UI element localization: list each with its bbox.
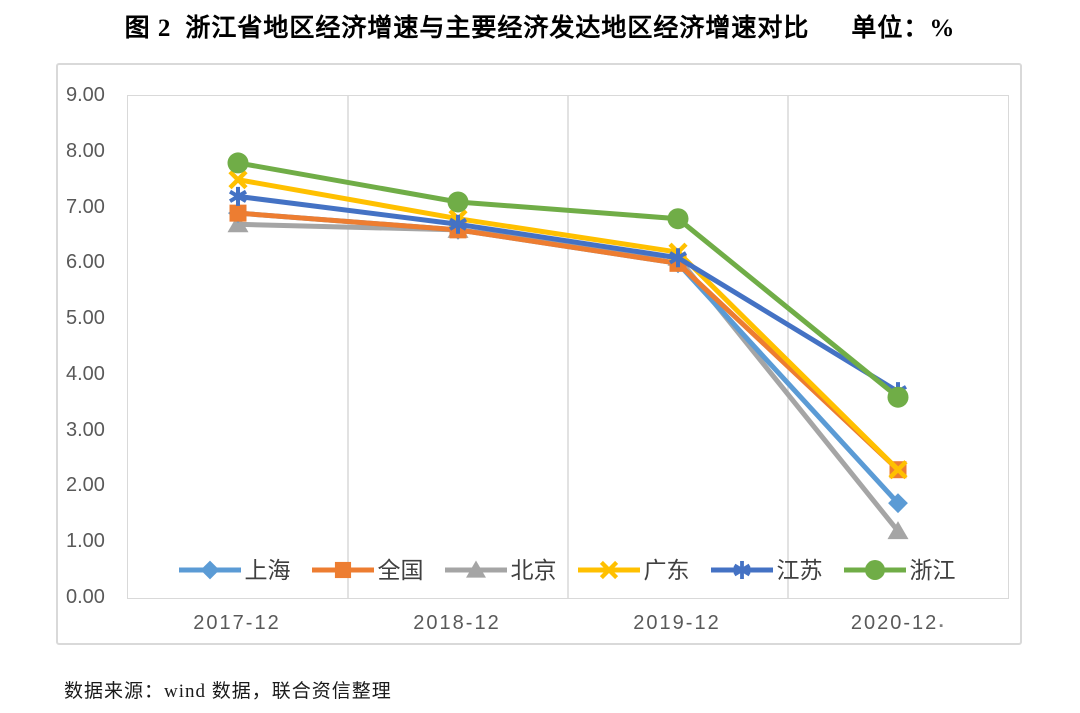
legend-marker-icon xyxy=(710,560,773,580)
x-tick-label: 2020-12▪ xyxy=(850,612,944,634)
legend-label: 全国 xyxy=(377,557,424,583)
series-marker-icon-x xyxy=(599,560,618,580)
y-tick-label: 2.00 xyxy=(66,474,105,497)
series-marker-icon-triangle xyxy=(465,560,486,578)
y-tick-label: 4.00 xyxy=(66,362,105,385)
series-marker-icon-x xyxy=(228,170,248,190)
legend-marker-icon xyxy=(843,560,906,580)
series-line-北京 xyxy=(237,221,900,533)
y-tick-label: 6.00 xyxy=(66,251,105,274)
plot-svg xyxy=(227,96,909,598)
title-text: 浙江省地区经济增速与主要经济发达地区经济增速对比 xyxy=(185,15,810,42)
y-tick-label: 9.00 xyxy=(66,84,105,106)
series-marker-icon-diamond xyxy=(888,493,908,514)
legend-label: 广东 xyxy=(643,557,690,583)
source-note: 数据来源：wind 数据，联合资信整理 xyxy=(64,681,392,702)
y-tick-label: 8.00 xyxy=(66,139,105,162)
y-tick-label: 1.00 xyxy=(66,530,105,553)
series-marker-icon-asterisk xyxy=(448,214,468,234)
figure-label: 图 2 xyxy=(124,15,172,42)
series-marker-icon-square xyxy=(229,204,247,222)
series-marker-icon-triangle xyxy=(887,521,909,540)
series-marker-icon-circle xyxy=(667,208,689,230)
legend-item-江苏: 江苏 xyxy=(710,555,823,585)
series-marker-icon-triangle xyxy=(227,214,249,233)
legend-marker-icon xyxy=(444,560,507,578)
series-marker-icon-diamond xyxy=(200,560,219,580)
plot-area xyxy=(127,95,1009,599)
y-tick-label: 3.00 xyxy=(66,418,105,441)
y-tick-label: 0.00 xyxy=(66,586,105,608)
y-tick-label: 7.00 xyxy=(66,195,105,218)
legend-marker-icon xyxy=(178,560,241,580)
series-marker-icon-circle xyxy=(227,152,249,174)
x-axis-end-mark: ▪ xyxy=(939,620,944,632)
series-marker-icon-asterisk xyxy=(228,186,248,206)
series-marker-icon-x xyxy=(888,460,908,480)
legend-item-上海: 上海 xyxy=(178,555,291,585)
chart-title: 图 2 浙江省地区经济增速与主要经济发达地区经济增速对比 单位：% xyxy=(0,8,1080,48)
series-marker-icon-circle xyxy=(887,386,909,408)
series-line-江苏 xyxy=(237,193,900,394)
legend-item-全国: 全国 xyxy=(311,555,424,585)
y-tick-label: 5.00 xyxy=(66,307,105,330)
series-marker-icon-asterisk xyxy=(668,248,688,268)
legend-label: 江苏 xyxy=(776,557,823,583)
series-marker-icon-circle xyxy=(864,560,885,580)
legend-label: 浙江 xyxy=(909,557,956,583)
legend-item-北京: 北京 xyxy=(444,555,557,585)
legend-item-广东: 广东 xyxy=(577,555,690,585)
x-tick-label: 2017-12 xyxy=(193,612,281,634)
series-line-广东 xyxy=(237,177,900,472)
legend-label: 上海 xyxy=(244,557,291,583)
legend-item-浙江: 浙江 xyxy=(843,555,956,585)
series-line-浙江 xyxy=(237,160,900,400)
legend-marker-icon xyxy=(577,560,640,580)
x-tick-label: 2018-12 xyxy=(413,612,501,634)
unit-label: 单位：% xyxy=(851,15,956,42)
series-marker-icon-asterisk xyxy=(732,560,751,580)
legend-label: 北京 xyxy=(510,557,557,583)
series-line-全国 xyxy=(237,210,900,472)
series-marker-icon-square xyxy=(334,561,351,579)
legend-marker-icon xyxy=(311,561,374,579)
legend: 上海 全国 北京 广东 江苏 浙江 xyxy=(127,554,1007,586)
x-tick-label: 2019-12 xyxy=(633,612,721,634)
chart-frame: 0.00 1.00 2.00 3.00 4.00 5.00 6.00 7.00 8.00 9.00… xyxy=(56,63,1022,645)
series-marker-icon-circle xyxy=(447,191,469,213)
